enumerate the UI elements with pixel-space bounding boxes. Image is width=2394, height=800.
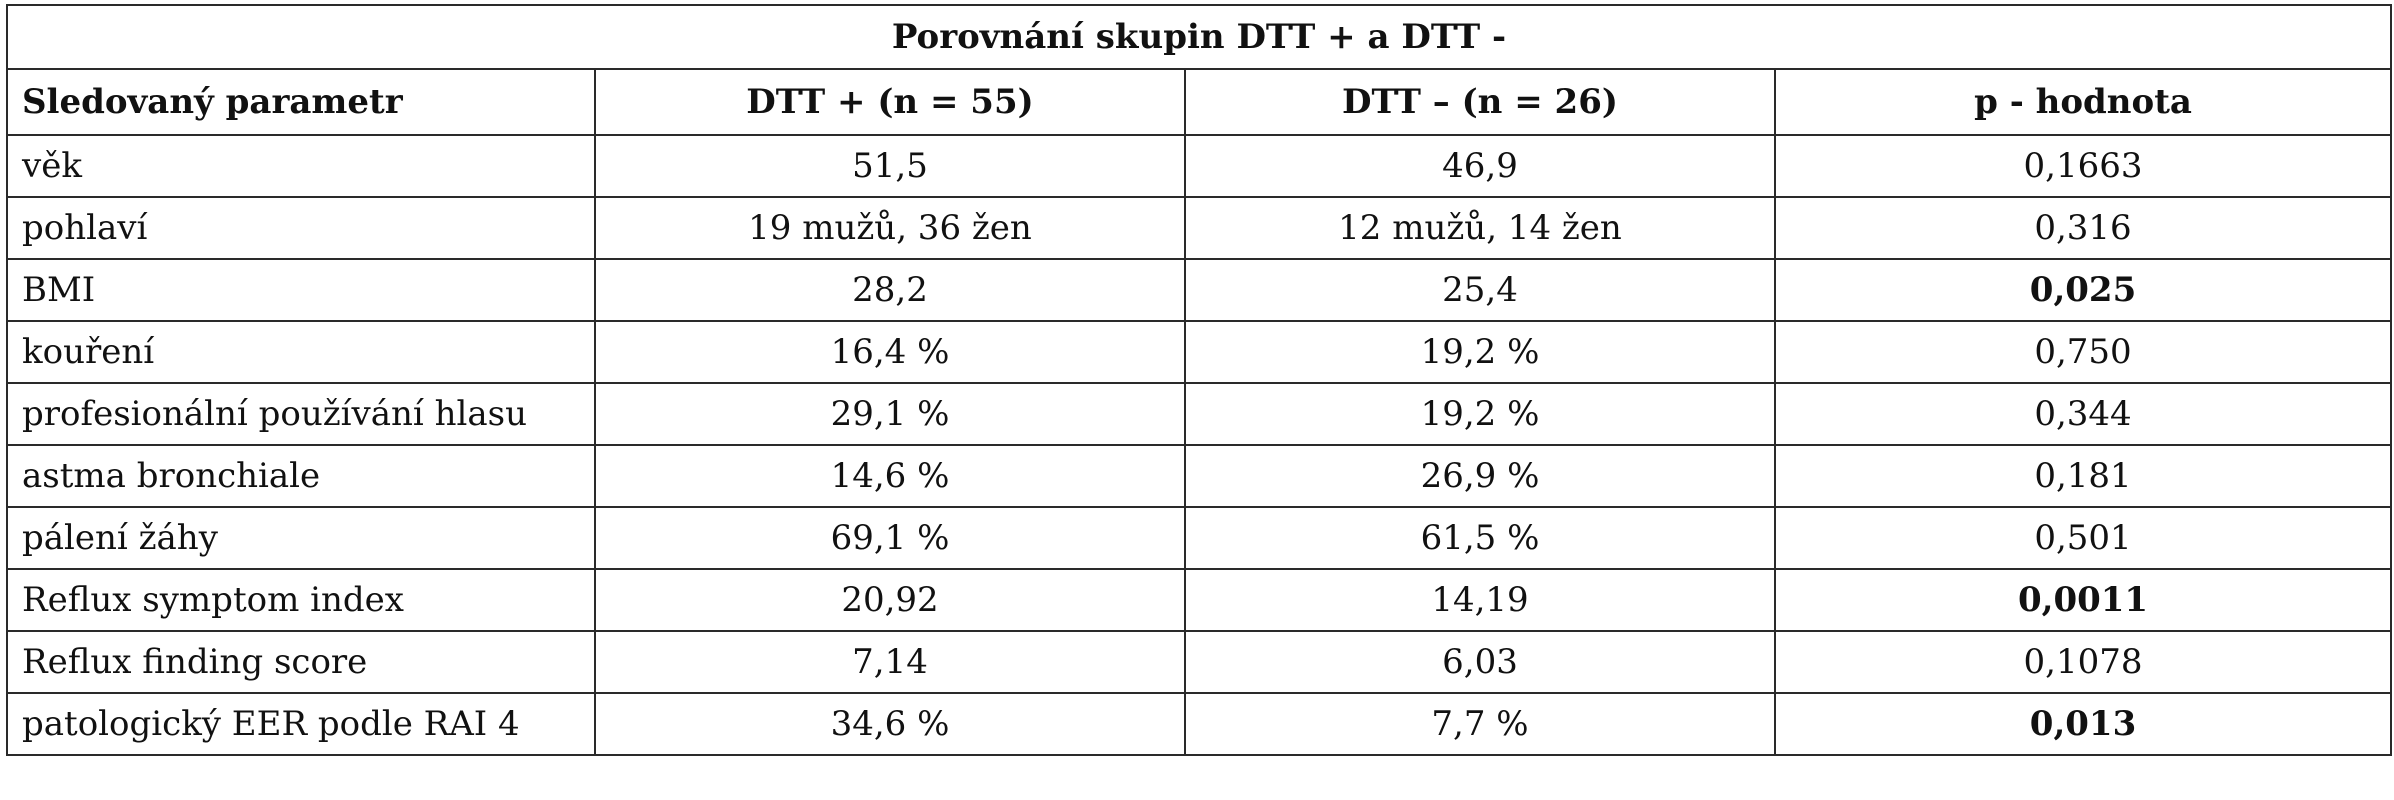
- cell-p-value: 0,1663: [1773, 134, 2393, 198]
- cell-parameter: BMI: [6, 258, 596, 322]
- cell-dtt-plus: 7,14: [594, 630, 1186, 694]
- cell-dtt-plus: 51,5: [594, 134, 1186, 198]
- header-dtt-plus: DTT + (n = 55): [594, 68, 1186, 136]
- table-row: Reflux symptom index 20,92 14,19 0,0011: [6, 568, 2393, 632]
- cell-parameter: Reflux finding score: [6, 630, 596, 694]
- cell-parameter: věk: [6, 134, 596, 198]
- table-title: Porovnání skupin DTT + a DTT -: [5, 4, 2393, 70]
- comparison-table-container: Porovnání skupin DTT + a DTT - Sledovaný…: [5, 4, 2393, 756]
- cell-dtt-minus: 7,7 %: [1184, 692, 1776, 756]
- cell-p-value: 0,0011: [1773, 568, 2393, 632]
- table-title-row: Porovnání skupin DTT + a DTT -: [5, 4, 2393, 70]
- cell-dtt-minus: 19,2 %: [1184, 382, 1776, 446]
- table-row: profesionální používání hlasu 29,1 % 19,2 …: [6, 382, 2393, 446]
- cell-dtt-plus: 19 mužů, 36 žen: [594, 196, 1186, 260]
- cell-p-value: 0,750: [1773, 320, 2393, 384]
- table-row: kouření 16,4 % 19,2 % 0,750: [6, 320, 2393, 384]
- cell-dtt-minus: 46,9: [1184, 134, 1776, 198]
- header-dtt-minus: DTT – (n = 26): [1184, 68, 1776, 136]
- cell-dtt-plus: 29,1 %: [594, 382, 1186, 446]
- cell-dtt-minus: 6,03: [1184, 630, 1776, 694]
- cell-dtt-minus: 19,2 %: [1184, 320, 1776, 384]
- cell-p-value: 0,181: [1773, 444, 2393, 508]
- cell-parameter: astma bronchiale: [6, 444, 596, 508]
- cell-dtt-minus: 12 mužů, 14 žen: [1184, 196, 1776, 260]
- cell-dtt-minus: 25,4: [1184, 258, 1776, 322]
- cell-dtt-plus: 20,92: [594, 568, 1186, 632]
- cell-dtt-plus: 69,1 %: [594, 506, 1186, 570]
- table-row: patologický EER podle RAI 4 34,6 % 7,7 % 0,…: [6, 692, 2393, 756]
- table-row: astma bronchiale 14,6 % 26,9 % 0,181: [6, 444, 2393, 508]
- cell-dtt-plus: 34,6 %: [594, 692, 1186, 756]
- cell-p-value: 0,025: [1773, 258, 2393, 322]
- cell-parameter: profesionální používání hlasu: [6, 382, 596, 446]
- cell-parameter: pohlaví: [6, 196, 596, 260]
- cell-dtt-plus: 28,2: [594, 258, 1186, 322]
- comparison-table: Porovnání skupin DTT + a DTT - Sledovaný…: [5, 4, 2393, 756]
- cell-dtt-plus: 16,4 %: [594, 320, 1186, 384]
- table-row: věk 51,5 46,9 0,1663: [6, 134, 2393, 198]
- cell-p-value: 0,1078: [1773, 630, 2393, 694]
- table-row: pohlaví 19 mužů, 36 žen 12 mužů, 14 žen 0,3…: [6, 196, 2393, 260]
- cell-p-value: 0,344: [1773, 382, 2393, 446]
- cell-dtt-minus: 26,9 %: [1184, 444, 1776, 508]
- cell-p-value: 0,013: [1773, 692, 2393, 756]
- table-header-row: Sledovaný parametr DTT + (n = 55) DTT – …: [6, 68, 2393, 136]
- table-row: BMI 28,2 25,4 0,025: [6, 258, 2393, 322]
- cell-p-value: 0,501: [1773, 506, 2393, 570]
- header-parameter: Sledovaný parametr: [6, 68, 596, 136]
- cell-parameter: pálení žáhy: [6, 506, 596, 570]
- cell-p-value: 0,316: [1773, 196, 2393, 260]
- cell-parameter: patologický EER podle RAI 4: [6, 692, 596, 756]
- header-p-value: p - hodnota: [1773, 68, 2393, 136]
- table-row: Reflux finding score 7,14 6,03 0,1078: [6, 630, 2393, 694]
- cell-dtt-minus: 61,5 %: [1184, 506, 1776, 570]
- cell-parameter: kouření: [6, 320, 596, 384]
- cell-parameter: Reflux symptom index: [6, 568, 596, 632]
- cell-dtt-plus: 14,6 %: [594, 444, 1186, 508]
- table-row: pálení žáhy 69,1 % 61,5 % 0,501: [6, 506, 2393, 570]
- cell-dtt-minus: 14,19: [1184, 568, 1776, 632]
